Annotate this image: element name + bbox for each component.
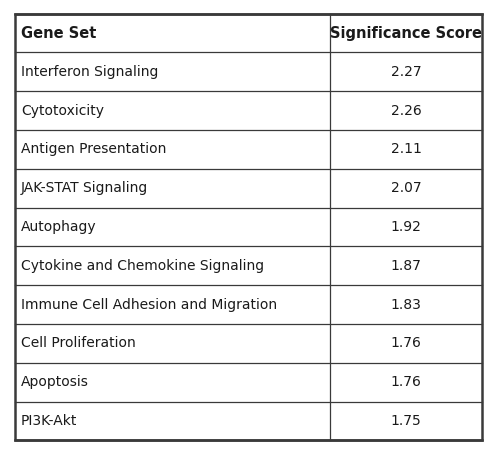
Text: 2.11: 2.11 [391,143,421,157]
Text: Gene Set: Gene Set [21,25,96,40]
Text: Apoptosis: Apoptosis [21,375,89,389]
Text: 2.27: 2.27 [391,65,421,79]
Text: 2.26: 2.26 [391,104,421,118]
Text: Interferon Signaling: Interferon Signaling [21,65,158,79]
Text: 1.83: 1.83 [391,297,421,311]
Text: Immune Cell Adhesion and Migration: Immune Cell Adhesion and Migration [21,297,277,311]
Text: 1.76: 1.76 [391,336,421,350]
Text: PI3K-Akt: PI3K-Akt [21,414,77,428]
Text: 1.87: 1.87 [391,259,421,273]
Text: Significance Score: Significance Score [330,25,482,40]
Text: Cytokine and Chemokine Signaling: Cytokine and Chemokine Signaling [21,259,264,273]
Text: 2.07: 2.07 [391,181,421,195]
Text: Cell Proliferation: Cell Proliferation [21,336,136,350]
Text: JAK-STAT Signaling: JAK-STAT Signaling [21,181,148,195]
Text: Cytotoxicity: Cytotoxicity [21,104,104,118]
Text: 1.92: 1.92 [391,220,421,234]
Text: Autophagy: Autophagy [21,220,96,234]
Text: 1.75: 1.75 [391,414,421,428]
Text: Antigen Presentation: Antigen Presentation [21,143,166,157]
Text: 1.76: 1.76 [391,375,421,389]
